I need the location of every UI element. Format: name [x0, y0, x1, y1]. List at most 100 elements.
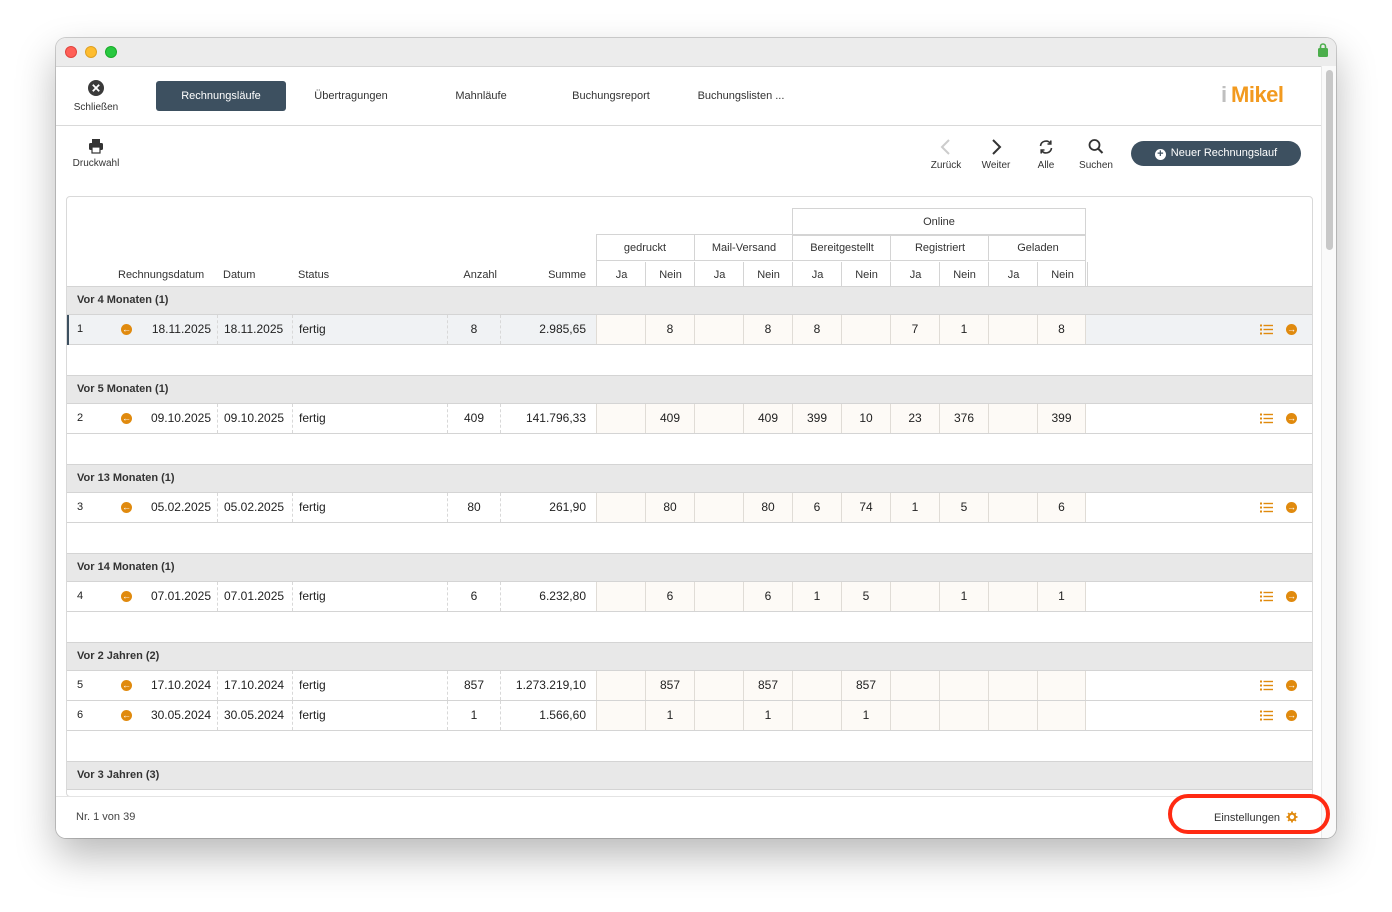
online-value-cell — [988, 404, 1037, 433]
tab-uebertragungen[interactable]: Übertragungen — [314, 90, 388, 102]
forward-label: Weiter — [981, 160, 1011, 171]
tab-rechnungslaeufe[interactable]: Rechnungsläufe — [156, 81, 286, 111]
online-value-cell: 80 — [743, 493, 792, 522]
settings-button[interactable]: Einstellungen — [1214, 811, 1298, 824]
online-value-cell — [1037, 701, 1086, 730]
count-cell: 6 — [447, 582, 500, 611]
arrow-right-circle-icon[interactable]: → — [1286, 413, 1297, 424]
header-registriert: Registriert — [890, 235, 989, 261]
arrow-right-circle-icon[interactable]: → — [1286, 710, 1297, 721]
sum-cell: 2.985,65 — [500, 315, 596, 344]
forward-button[interactable]: Weiter — [976, 138, 1016, 171]
list-icon[interactable] — [1260, 710, 1273, 721]
online-value-cell: 399 — [1037, 404, 1086, 433]
online-value-cell — [988, 671, 1037, 700]
table-row[interactable]: 4 ← 07.01.2025 07.01.2025 fertig 6 6.232,80 6 6 1… — [67, 582, 1312, 612]
tab-mahnlaeufe[interactable]: Mahnläufe — [455, 90, 507, 102]
arrow-left-circle-icon[interactable]: ← — [121, 591, 132, 602]
row-number: 5 — [77, 679, 84, 691]
online-value-cell: 74 — [841, 493, 890, 522]
online-value-cell: 23 — [890, 404, 939, 433]
arrow-right-circle-icon[interactable]: → — [1286, 680, 1297, 691]
close-window-button[interactable] — [65, 46, 77, 58]
action-toolbar: Druckwahl Zurück Weiter Alle Suchen + Neu… — [56, 126, 1321, 194]
online-value-cell: 857 — [645, 671, 694, 700]
header-gedruckt: gedruckt — [623, 242, 667, 254]
date-cell: 05.02.2025 — [217, 493, 292, 522]
online-value-cell — [988, 582, 1037, 611]
header-bereitgestellt: Bereitgestellt — [792, 235, 891, 261]
table-row[interactable]: 1 ← 18.11.2025 18.11.2025 fertig 8 2.985,65 8 8 8… — [67, 315, 1312, 345]
refresh-icon — [1039, 140, 1053, 154]
arrow-right-circle-icon[interactable]: → — [1286, 324, 1297, 335]
row-number: 4 — [77, 590, 84, 602]
arrow-left-circle-icon[interactable]: ← — [121, 413, 132, 424]
printer-icon — [89, 139, 103, 154]
online-value-cell: 409 — [645, 404, 694, 433]
list-icon[interactable] — [1260, 591, 1273, 602]
show-all-button[interactable]: Alle — [1026, 138, 1066, 171]
online-header-box — [792, 208, 1086, 236]
list-icon[interactable] — [1260, 502, 1273, 513]
online-value-cell — [694, 315, 743, 344]
online-value-cell — [939, 671, 988, 700]
table-row[interactable]: 6 ← 30.05.2024 30.05.2024 fertig 1 1.566,60 1 1 1… — [67, 701, 1312, 731]
online-value-cell — [841, 315, 890, 344]
online-value-cell — [890, 582, 939, 611]
scrollbar-thumb[interactable] — [1326, 70, 1333, 250]
new-invoice-run-button[interactable]: + Neuer Rechnungslauf — [1131, 141, 1301, 166]
sum-cell: 1.273.219,10 — [500, 671, 596, 700]
count-cell: 857 — [447, 671, 500, 700]
header-ja: Ja — [596, 262, 646, 288]
list-icon[interactable] — [1260, 680, 1273, 691]
invoice-runs-table: Online gedruckt Mail-Versand Bereitgeste… — [66, 196, 1313, 797]
arrow-left-circle-icon[interactable]: ← — [121, 710, 132, 721]
back-button[interactable]: Zurück — [926, 138, 966, 171]
header-nein: Nein — [743, 262, 793, 288]
list-icon[interactable] — [1260, 324, 1273, 335]
online-value-cell: 399 — [792, 404, 841, 433]
group-header: Vor 14 Monaten (1) — [67, 553, 1312, 582]
header-status: Status — [298, 269, 330, 281]
print-label: Druckwahl — [72, 158, 120, 169]
online-value-cell — [792, 671, 841, 700]
invoice-date-cell: 17.10.2024 — [150, 678, 211, 692]
table-row[interactable]: 2 ← 09.10.2025 09.10.2025 fertig 409 141.796,3… — [67, 404, 1312, 434]
logo-text: Mikel — [1231, 82, 1284, 107]
online-value-cell: 1 — [890, 493, 939, 522]
arrow-right-circle-icon[interactable]: → — [1286, 591, 1297, 602]
header-ja: Ja — [694, 262, 744, 288]
sum-cell: 6.232,80 — [500, 582, 596, 611]
row-number: 1 — [77, 323, 84, 335]
sum-cell: 261,90 — [500, 493, 596, 522]
close-label: Schließen — [73, 102, 119, 113]
tab-buchungslisten[interactable]: Buchungslisten ... — [697, 90, 785, 102]
row-number: 3 — [77, 501, 84, 513]
arrow-right-circle-icon[interactable]: → — [1286, 502, 1297, 513]
arrow-left-circle-icon[interactable]: ← — [121, 680, 132, 691]
print-button[interactable]: Druckwahl — [70, 138, 122, 169]
lock-icon — [1318, 43, 1328, 57]
online-value-cell — [694, 701, 743, 730]
search-button[interactable]: Suchen — [1076, 138, 1116, 171]
header-ja: Ja — [792, 262, 842, 288]
table-row[interactable]: 3 ← 05.02.2025 05.02.2025 fertig 80 261,90 80 80… — [67, 493, 1312, 523]
vertical-scrollbar[interactable] — [1321, 66, 1336, 838]
invoice-date-cell: 05.02.2025 — [150, 500, 211, 514]
online-value-cell — [939, 701, 988, 730]
online-value-cell: 8 — [1037, 315, 1086, 344]
minimize-window-button[interactable] — [85, 46, 97, 58]
tab-buchungsreport[interactable]: Buchungsreport — [572, 90, 650, 102]
online-value-cell: 6 — [743, 582, 792, 611]
online-value-cell: 5 — [841, 582, 890, 611]
group-header: Vor 4 Monaten (1) — [67, 286, 1312, 315]
header-ja: Ja — [988, 262, 1038, 288]
arrow-left-circle-icon[interactable]: ← — [121, 324, 132, 335]
close-button[interactable]: Schließen — [68, 79, 124, 113]
zoom-window-button[interactable] — [105, 46, 117, 58]
online-value-cell: 6 — [645, 582, 694, 611]
table-row[interactable]: 5 ← 17.10.2024 17.10.2024 fertig 857 1.273.219… — [67, 671, 1312, 701]
online-value-cell: 376 — [939, 404, 988, 433]
arrow-left-circle-icon[interactable]: ← — [121, 502, 132, 513]
list-icon[interactable] — [1260, 413, 1273, 424]
